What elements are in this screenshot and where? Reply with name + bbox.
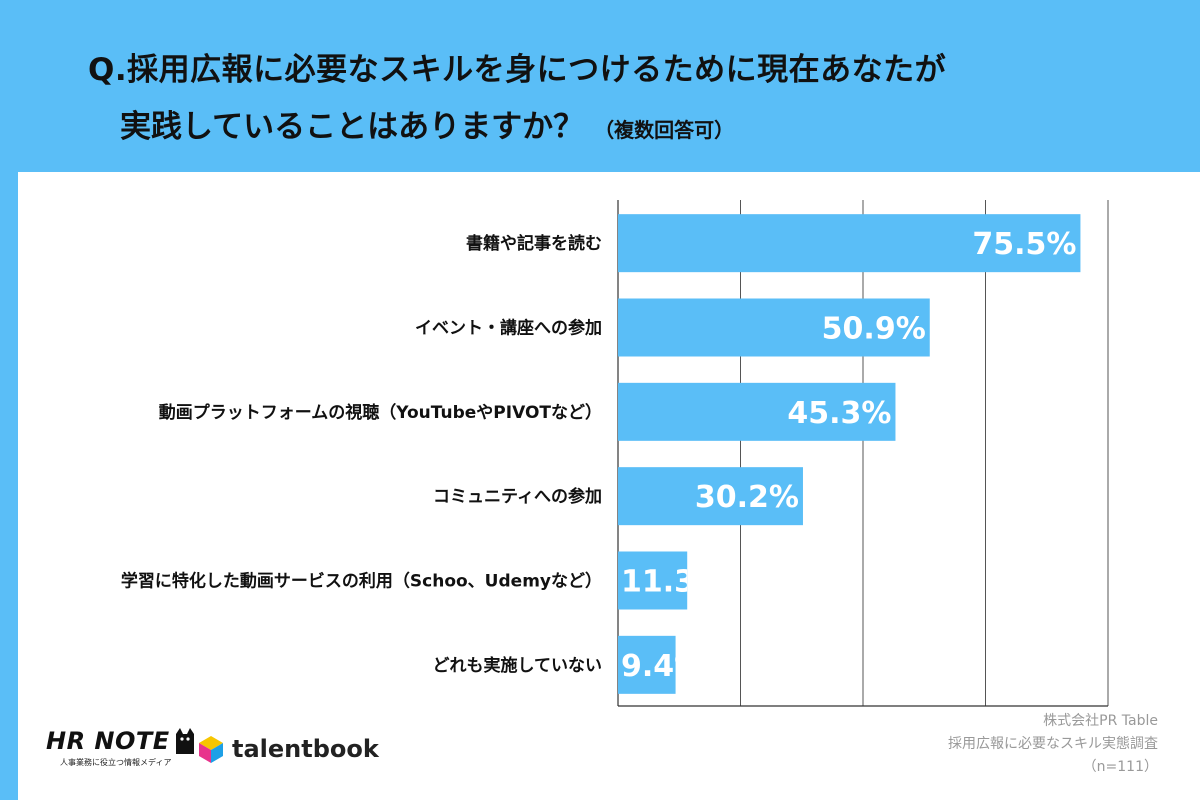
- chart-panel: 書籍や記事を読む 75.5% イベント・講座への参加 50.9% 動画プラットフォームの…: [18, 172, 1200, 800]
- credit-survey: 採用広報に必要なスキル実態調査: [948, 736, 1158, 752]
- title-note: （複数回答可）: [594, 118, 735, 142]
- source-credit: 株式会社PR Table 採用広報に必要なスキル実態調査 （n=111）: [948, 710, 1158, 779]
- credit-sample-size: （n=111）: [1082, 759, 1158, 775]
- value-label: 45.3%: [787, 396, 891, 431]
- talentbook-logo: talentbook: [196, 734, 379, 764]
- value-label: 11.3%: [621, 565, 725, 600]
- hr-note-subtitle: 人事業務に役立つ情報メディア: [60, 758, 172, 767]
- hr-note-logo: HR NOTE 人事業務に役立つ情報メディア: [46, 727, 196, 768]
- category-label: コミュニティへの参加: [433, 486, 602, 507]
- cube-icon: [199, 736, 223, 763]
- bar: [618, 551, 688, 610]
- cat-icon: [175, 728, 194, 754]
- value-label: 50.9%: [822, 312, 926, 347]
- value-label: 30.2%: [695, 480, 799, 515]
- bar: [618, 298, 930, 357]
- category-label: イベント・講座への参加: [415, 318, 602, 339]
- category-label: 書籍や記事を読む: [466, 233, 602, 254]
- bar: [618, 214, 1081, 273]
- title-line-2-text: 実践していることはありますか？: [120, 109, 585, 145]
- value-label: 9.4%: [621, 649, 704, 684]
- category-label: 学習に特化した動画サービスの利用（Schoo、Udemyなど）: [121, 571, 602, 592]
- title-line-2: 実践していることはありますか？ （複数回答可）: [88, 101, 946, 146]
- chart-title: Q.採用広報に必要なスキルを身につけるために現在あなたが 実践していることはあり…: [88, 44, 946, 146]
- bar-chart: 書籍や記事を読む 75.5% イベント・講座への参加 50.9% 動画プラットフォームの…: [121, 200, 1109, 707]
- bar: [618, 467, 803, 526]
- value-label: 75.5%: [972, 227, 1076, 262]
- bar: [618, 635, 676, 694]
- talentbook-text: talentbook: [232, 735, 379, 763]
- category-label: 動画プラットフォームの視聴（YouTubeやPIVOTなど）: [159, 402, 602, 423]
- bar: [618, 382, 896, 441]
- credit-company: 株式会社PR Table: [1043, 713, 1158, 729]
- hr-note-title: HR NOTE: [46, 727, 170, 755]
- category-label: どれも実施していない: [433, 655, 603, 676]
- title-line-1: Q.採用広報に必要なスキルを身につけるために現在あなたが: [88, 52, 947, 88]
